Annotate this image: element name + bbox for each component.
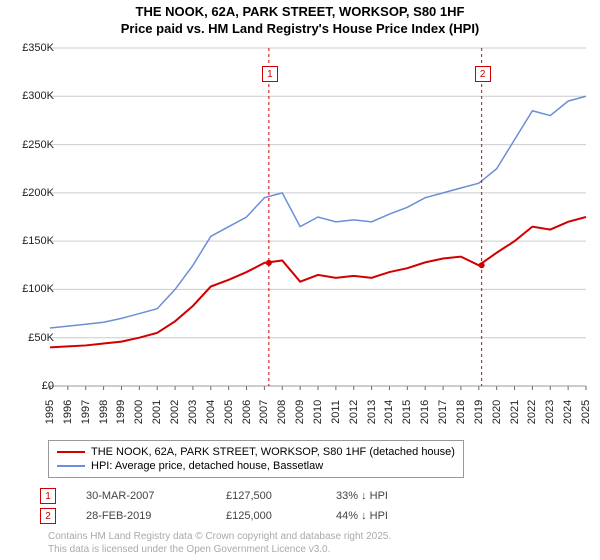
- x-tick-label: 2021: [509, 400, 521, 424]
- footer: Contains HM Land Registry data © Crown c…: [48, 531, 391, 556]
- y-tick-label: £250K: [6, 139, 54, 151]
- marker-badge: 2: [40, 508, 56, 524]
- marker-hpi: 44% ↓ HPI: [336, 510, 436, 522]
- chart-area: [48, 46, 588, 416]
- marker-date: 28-FEB-2019: [86, 510, 196, 522]
- x-tick-label: 2013: [366, 400, 378, 424]
- chart-container: THE NOOK, 62A, PARK STREET, WORKSOP, S80…: [0, 0, 600, 560]
- x-tick-label: 2015: [401, 400, 413, 424]
- x-tick-label: 2016: [419, 400, 431, 424]
- marker-table: 1 30-MAR-2007 £127,500 33% ↓ HPI 2 28-FE…: [40, 486, 436, 526]
- title-line-2: Price paid vs. HM Land Registry's House …: [0, 21, 600, 38]
- x-tick-label: 2017: [437, 400, 449, 424]
- x-tick-label: 2019: [473, 400, 485, 424]
- legend: THE NOOK, 62A, PARK STREET, WORKSOP, S80…: [48, 440, 464, 478]
- x-tick-label: 2014: [383, 400, 395, 424]
- x-tick-label: 1997: [80, 400, 92, 424]
- x-tick-label: 2002: [169, 400, 181, 424]
- y-tick-label: £200K: [6, 187, 54, 199]
- y-tick-label: £150K: [6, 235, 54, 247]
- x-tick-label: 2010: [312, 400, 324, 424]
- x-tick-label: 2025: [580, 400, 592, 424]
- x-tick-label: 2012: [348, 400, 360, 424]
- x-tick-label: 2023: [544, 400, 556, 424]
- x-tick-label: 2009: [294, 400, 306, 424]
- marker-table-row: 2 28-FEB-2019 £125,000 44% ↓ HPI: [40, 506, 436, 526]
- legend-swatch: [57, 465, 85, 467]
- chart-marker-badge: 1: [262, 66, 278, 82]
- x-tick-label: 2004: [205, 400, 217, 424]
- y-tick-label: £300K: [6, 90, 54, 102]
- y-tick-label: £0: [6, 380, 54, 392]
- legend-item: THE NOOK, 62A, PARK STREET, WORKSOP, S80…: [57, 445, 455, 459]
- marker-badge: 1: [40, 488, 56, 504]
- x-tick-label: 2008: [276, 400, 288, 424]
- x-tick-label: 2003: [187, 400, 199, 424]
- x-tick-label: 2006: [241, 400, 253, 424]
- y-tick-label: £350K: [6, 42, 54, 54]
- x-tick-label: 2007: [258, 400, 270, 424]
- marker-hpi: 33% ↓ HPI: [336, 490, 436, 502]
- x-tick-label: 2005: [223, 400, 235, 424]
- title-block: THE NOOK, 62A, PARK STREET, WORKSOP, S80…: [0, 0, 600, 38]
- footer-line-1: Contains HM Land Registry data © Crown c…: [48, 531, 391, 544]
- marker-price: £125,000: [226, 510, 306, 522]
- y-tick-label: £50K: [6, 332, 54, 344]
- x-tick-label: 1996: [62, 400, 74, 424]
- x-tick-label: 1995: [44, 400, 56, 424]
- x-tick-label: 2000: [133, 400, 145, 424]
- x-tick-label: 1999: [115, 400, 127, 424]
- chart-svg: [48, 46, 588, 416]
- y-tick-label: £100K: [6, 283, 54, 295]
- x-tick-label: 1998: [98, 400, 110, 424]
- footer-line-2: This data is licensed under the Open Gov…: [48, 544, 391, 557]
- x-tick-label: 2001: [151, 400, 163, 424]
- title-line-1: THE NOOK, 62A, PARK STREET, WORKSOP, S80…: [0, 4, 600, 21]
- chart-marker-badge: 2: [475, 66, 491, 82]
- legend-label: THE NOOK, 62A, PARK STREET, WORKSOP, S80…: [91, 446, 455, 458]
- x-tick-label: 2011: [330, 400, 342, 424]
- x-tick-label: 2022: [526, 400, 538, 424]
- x-tick-label: 2020: [491, 400, 503, 424]
- marker-table-row: 1 30-MAR-2007 £127,500 33% ↓ HPI: [40, 486, 436, 506]
- legend-item: HPI: Average price, detached house, Bass…: [57, 459, 455, 473]
- marker-price: £127,500: [226, 490, 306, 502]
- x-tick-label: 2018: [455, 400, 467, 424]
- x-tick-label: 2024: [562, 400, 574, 424]
- legend-swatch: [57, 451, 85, 453]
- marker-date: 30-MAR-2007: [86, 490, 196, 502]
- legend-label: HPI: Average price, detached house, Bass…: [91, 460, 323, 472]
